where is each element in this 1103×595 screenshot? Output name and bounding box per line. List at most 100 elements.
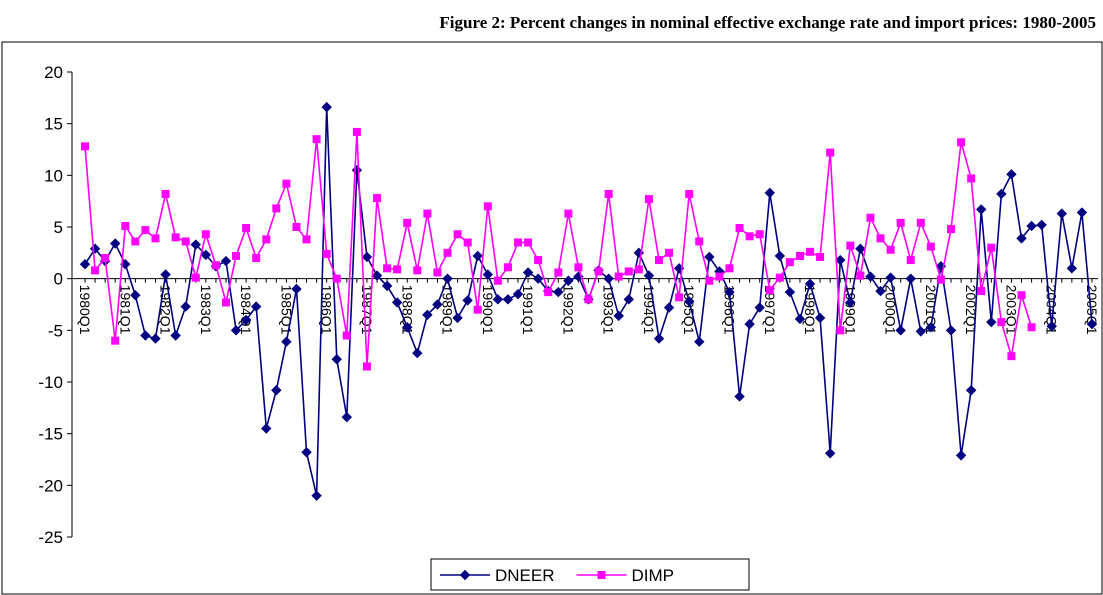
data-point	[905, 273, 916, 284]
data-point	[502, 294, 514, 305]
y-tick-label: 15	[44, 115, 63, 134]
data-point	[433, 268, 442, 277]
data-point	[170, 330, 181, 341]
data-point	[643, 270, 655, 281]
data-point	[141, 226, 150, 235]
data-point	[524, 238, 533, 247]
data-point	[1066, 263, 1078, 274]
data-point	[221, 298, 230, 307]
data-point	[734, 391, 745, 402]
data-point	[654, 256, 663, 265]
data-point	[331, 354, 342, 365]
data-point	[190, 239, 201, 250]
data-point	[171, 233, 180, 242]
y-tick-label: 0	[54, 270, 63, 289]
chart-title: Figure 2: Percent changes in nominal eff…	[439, 13, 1096, 32]
data-point	[412, 347, 423, 359]
data-point	[816, 252, 825, 261]
data-point	[554, 268, 563, 277]
data-point	[151, 234, 160, 243]
x-tick-label: 2004Q1	[1044, 285, 1060, 335]
data-point	[79, 258, 91, 270]
data-point	[131, 237, 140, 246]
y-tick-label: -20	[38, 476, 63, 495]
data-point	[866, 213, 875, 222]
data-point	[745, 232, 754, 241]
data-point	[261, 423, 272, 434]
data-point	[744, 318, 755, 330]
data-point	[240, 314, 252, 326]
data-point	[623, 294, 634, 305]
data-point	[754, 302, 765, 313]
data-point	[764, 187, 775, 199]
data-point	[492, 294, 504, 305]
data-point	[402, 322, 413, 333]
x-tick-label: 2005Q1	[1084, 285, 1100, 335]
data-point	[532, 273, 544, 284]
data-point	[695, 237, 704, 246]
data-point	[91, 266, 100, 275]
data-point	[856, 271, 865, 280]
data-point	[846, 241, 855, 250]
y-tick-label: -15	[38, 425, 63, 444]
data-point	[493, 276, 502, 285]
data-point	[191, 273, 200, 282]
y-tick-label: 5	[54, 218, 63, 237]
data-point	[181, 237, 190, 246]
data-point	[644, 195, 653, 204]
data-point	[1007, 352, 1016, 361]
data-point	[936, 275, 945, 284]
data-point	[584, 295, 593, 304]
data-point	[564, 209, 573, 218]
data-point	[875, 285, 886, 297]
data-point	[814, 312, 826, 324]
data-point	[896, 218, 905, 227]
data-point	[442, 273, 453, 284]
data-point	[110, 238, 121, 249]
data-point	[423, 209, 432, 218]
data-point	[200, 249, 212, 261]
data-point	[785, 258, 794, 267]
x-tick-label: 1986Q1	[319, 285, 335, 335]
legend-label: DNEER	[495, 566, 555, 585]
data-point	[795, 251, 804, 260]
data-point	[685, 189, 694, 198]
data-point	[694, 336, 705, 347]
y-tick-label: 20	[44, 63, 63, 82]
data-point	[342, 331, 351, 340]
x-tick-label: 1983Q1	[198, 285, 214, 335]
data-point	[452, 312, 463, 324]
chart-frame	[1, 41, 1103, 595]
y-tick-label: -5	[48, 321, 63, 340]
data-point	[351, 164, 363, 176]
data-point	[987, 243, 996, 252]
x-tick-label: 1991Q1	[520, 285, 536, 335]
data-point	[836, 326, 845, 335]
y-tick-label: -10	[38, 373, 63, 392]
data-point	[272, 204, 281, 213]
data-point	[947, 225, 956, 234]
x-tick-label: 1993Q1	[601, 285, 617, 335]
legend: DNEER DIMP	[430, 558, 750, 591]
y-tick-label: 10	[44, 166, 63, 185]
data-point	[211, 261, 220, 270]
data-point	[997, 318, 1006, 327]
data-point	[967, 174, 976, 183]
data-point	[906, 256, 915, 265]
data-point	[855, 243, 866, 254]
data-point	[1046, 320, 1057, 332]
data-point	[594, 267, 603, 276]
x-tick-label: 1992Q1	[560, 285, 576, 335]
data-point	[977, 287, 986, 296]
data-point	[553, 286, 564, 298]
data-point	[422, 309, 433, 321]
data-point	[292, 223, 301, 231]
legend-label: DIMP	[632, 566, 675, 585]
x-tick-label: 1988Q1	[399, 285, 415, 335]
data-point	[675, 293, 684, 302]
data-point	[1017, 291, 1026, 300]
x-tick-label: 2003Q1	[1003, 285, 1019, 335]
data-point	[705, 276, 714, 285]
data-point	[784, 286, 796, 298]
data-point	[373, 194, 382, 203]
